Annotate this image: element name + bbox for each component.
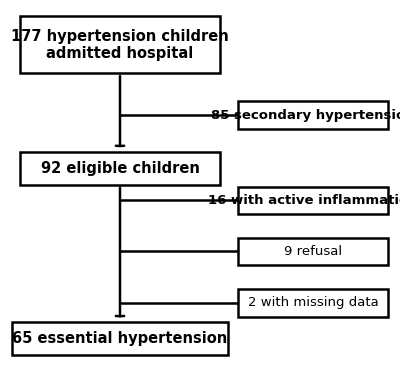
FancyBboxPatch shape: [238, 101, 388, 129]
FancyBboxPatch shape: [20, 16, 220, 73]
FancyBboxPatch shape: [20, 152, 220, 185]
FancyBboxPatch shape: [238, 289, 388, 317]
Text: 16 with active inflammation: 16 with active inflammation: [208, 194, 400, 207]
Text: 9 refusal: 9 refusal: [284, 245, 342, 258]
Text: 85 secondary hypertension: 85 secondary hypertension: [211, 109, 400, 122]
FancyBboxPatch shape: [12, 322, 228, 355]
Text: 92 eligible children: 92 eligible children: [40, 161, 200, 176]
Text: 177 hypertension children
admitted hospital: 177 hypertension children admitted hospi…: [11, 29, 229, 61]
Text: 65 essential hypertension: 65 essential hypertension: [12, 331, 228, 346]
FancyBboxPatch shape: [238, 238, 388, 265]
FancyBboxPatch shape: [238, 187, 388, 214]
Text: 2 with missing data: 2 with missing data: [248, 296, 378, 309]
